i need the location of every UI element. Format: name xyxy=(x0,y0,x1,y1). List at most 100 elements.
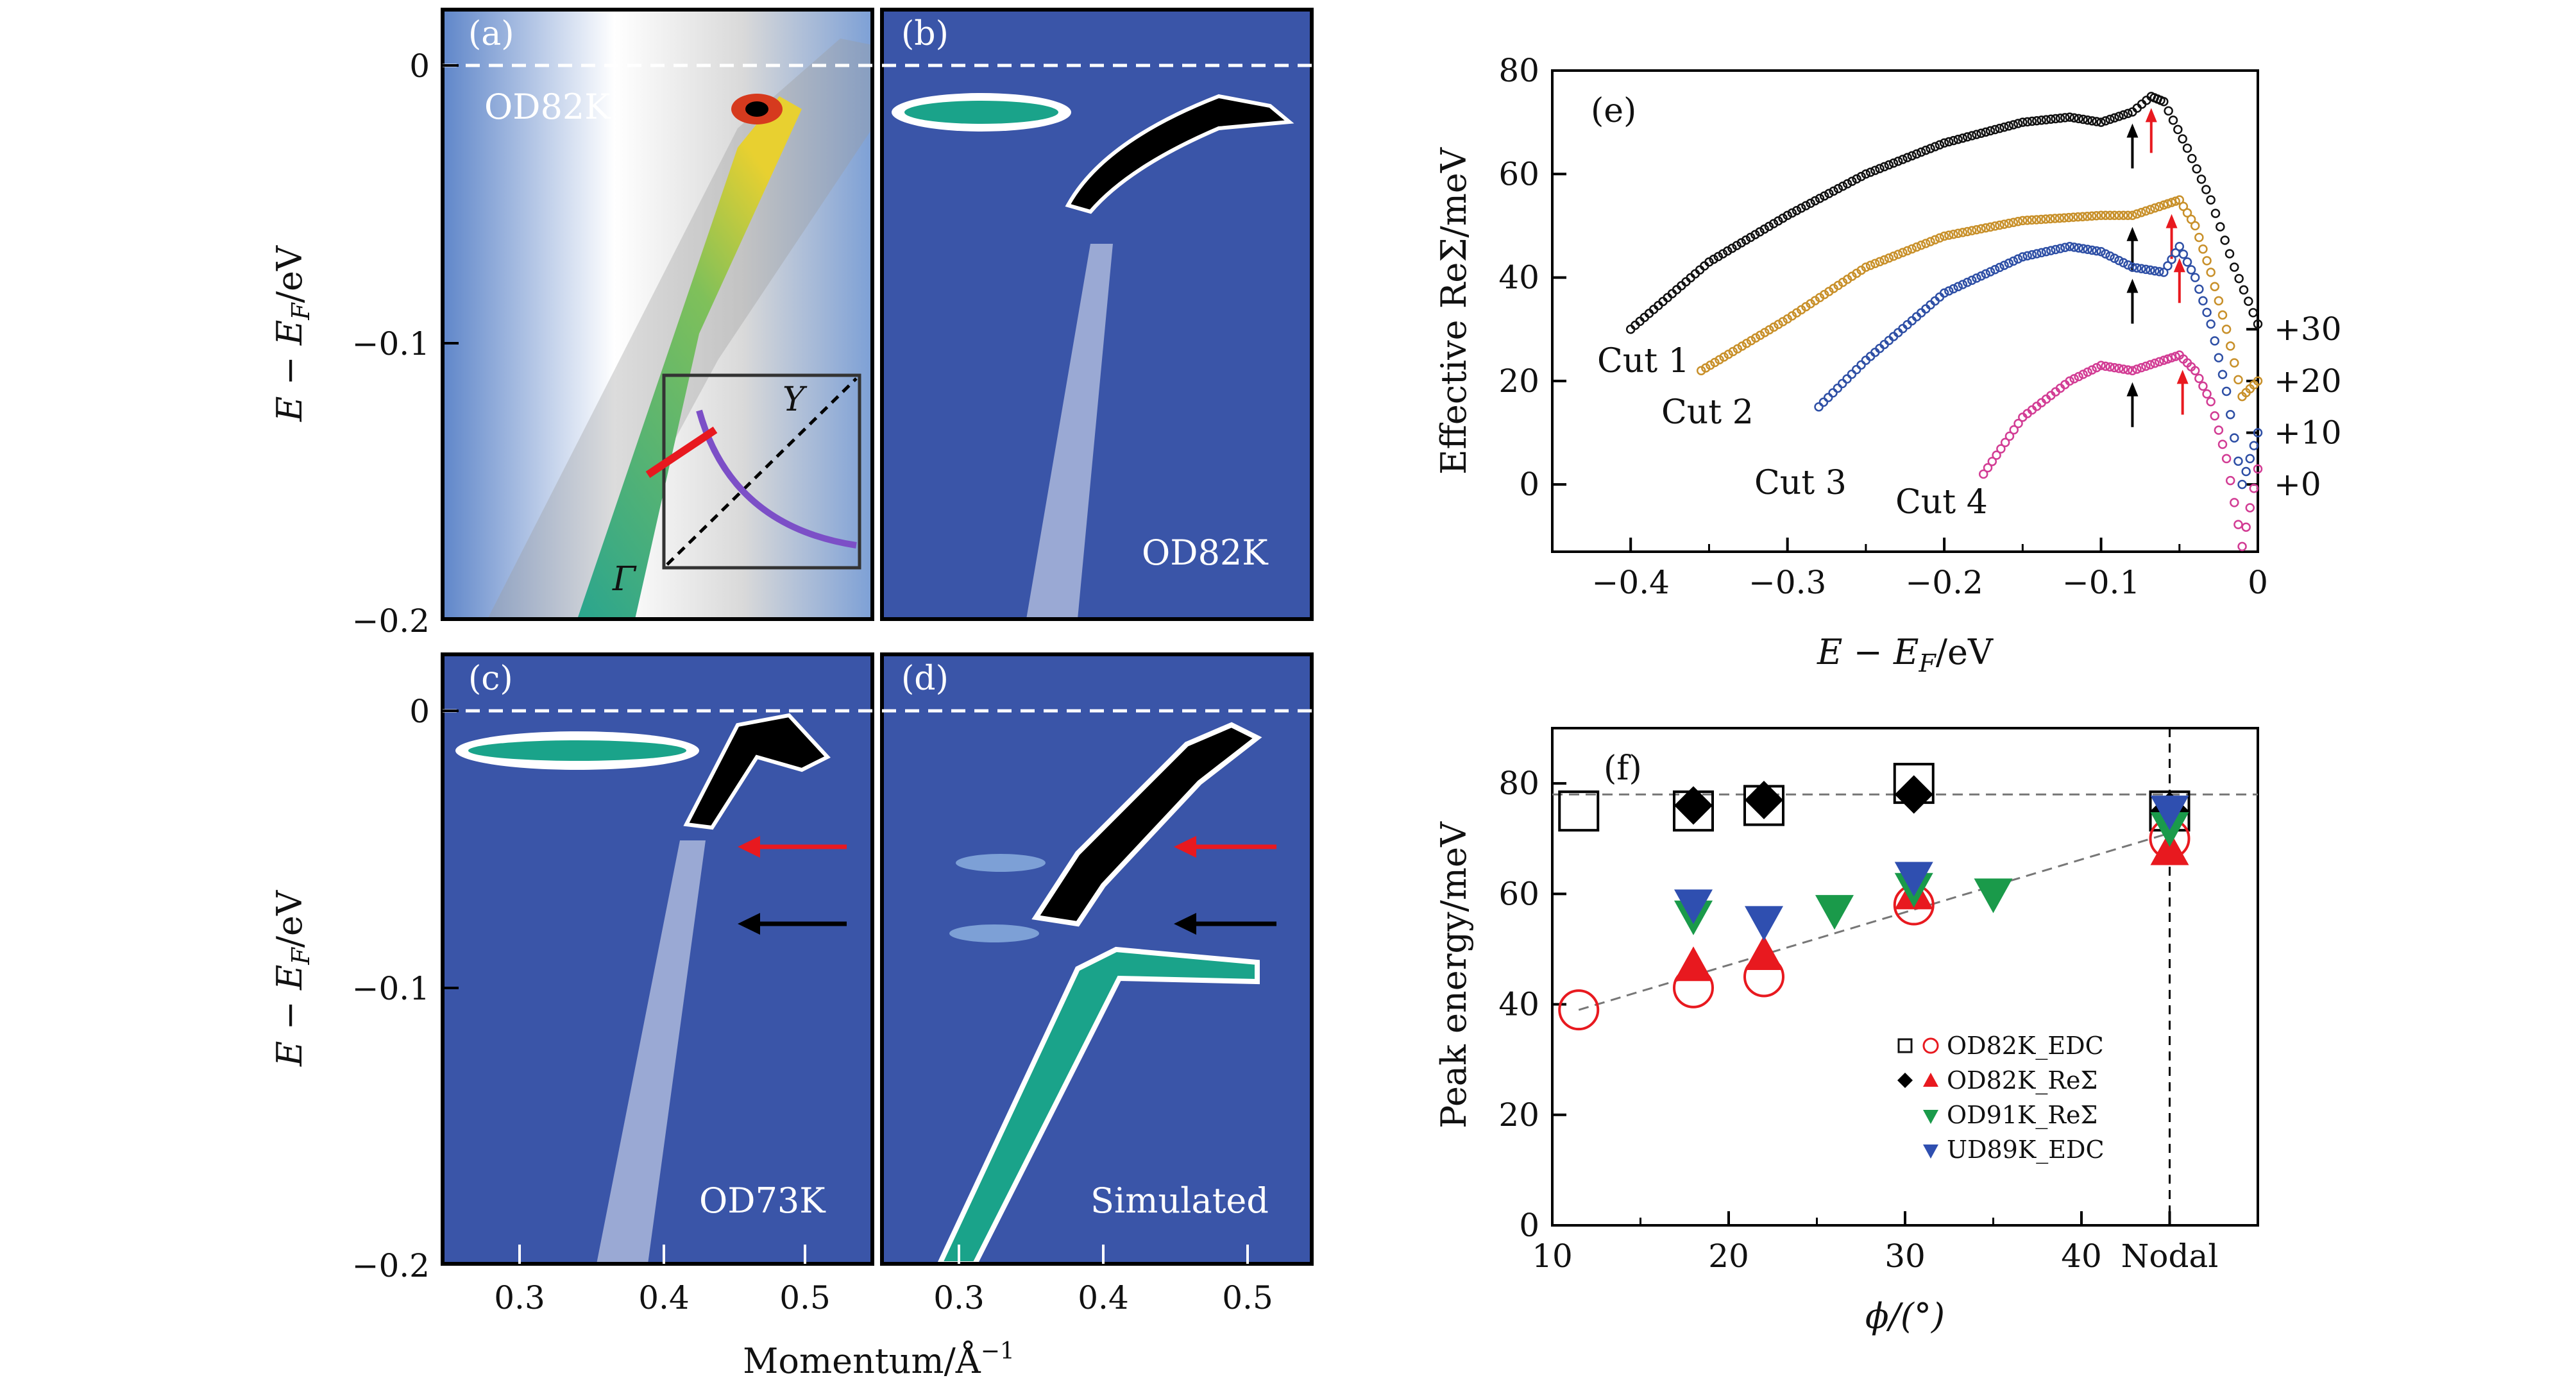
f-y-tick-label: 0 xyxy=(1519,1207,1539,1244)
e-arrow-head xyxy=(2126,123,2139,138)
e-point xyxy=(2132,364,2142,374)
panel-a-tag: (a) xyxy=(468,15,514,53)
e-point xyxy=(1838,182,1848,191)
e-point xyxy=(2233,456,2243,466)
e-point xyxy=(1999,260,2009,270)
e-point xyxy=(2065,241,2074,251)
e-point xyxy=(1856,171,1866,182)
inset-fermi-arc xyxy=(696,409,857,549)
e-point xyxy=(2087,116,2097,126)
e-point xyxy=(2123,210,2133,221)
e-point xyxy=(2073,212,2083,222)
cut1-label: Cut 1 xyxy=(1597,342,1690,380)
panel-c-kink xyxy=(683,713,831,830)
f-point xyxy=(1894,775,1933,814)
e-point xyxy=(1715,355,1724,365)
e-point xyxy=(2225,475,2235,486)
e-point xyxy=(1926,237,1935,246)
e-point xyxy=(2141,361,2151,371)
e-point xyxy=(2092,362,2101,373)
e-point xyxy=(1861,169,1871,179)
legend-circle-icon xyxy=(1922,1037,1939,1054)
panel-f-y-title: Peak energy/meV xyxy=(1434,821,1474,1128)
e-point xyxy=(2065,112,2074,122)
inset-Y-label: Y xyxy=(783,380,808,419)
e-point xyxy=(2032,249,2042,259)
panel-e-y-ticks: 0 20 40 60 80 xyxy=(1498,52,1566,503)
e-point xyxy=(1718,249,1728,259)
e-point xyxy=(2182,143,2192,153)
arpes-y-axis-top: 0 −0.1 −0.2 xyxy=(352,47,459,640)
e-point xyxy=(2159,268,2169,277)
e-offset-label: +0 xyxy=(2274,466,2321,503)
e-point xyxy=(1828,388,1838,398)
e-point xyxy=(2078,244,2088,253)
y-tick-label-0b: 0 xyxy=(409,693,430,730)
e-point xyxy=(2210,336,2220,346)
arpes-y-title-top: E − EF/eV xyxy=(269,245,315,422)
e-point xyxy=(2101,116,2110,126)
e-point xyxy=(1962,132,1972,142)
e-point xyxy=(1911,242,1922,252)
y-tick-label-2b: −0.2 xyxy=(352,1247,430,1284)
e-point xyxy=(2206,396,2216,407)
panel-a: (a) OD82K Y Γ xyxy=(441,8,874,621)
e-point xyxy=(2105,251,2115,261)
e-point xyxy=(2206,268,2216,277)
e-point xyxy=(1787,208,1797,218)
e-point xyxy=(2206,319,2216,329)
e-point xyxy=(2013,119,2023,128)
f-y-tick-label: 60 xyxy=(1498,875,1539,912)
e-point xyxy=(1814,402,1824,412)
e-point xyxy=(2230,433,2239,443)
e-point xyxy=(2220,235,2230,245)
e-series-4 xyxy=(1978,350,2263,552)
e-point xyxy=(1888,251,1899,261)
e-point xyxy=(1818,397,1829,407)
e-point xyxy=(2210,411,2220,421)
e-point xyxy=(1875,257,1885,267)
f-point xyxy=(1745,906,1783,941)
e-point xyxy=(1935,140,1945,149)
e-point xyxy=(2249,483,2259,493)
e-point xyxy=(2022,251,2032,260)
e-point xyxy=(1939,138,1949,148)
e-point xyxy=(2063,212,2074,223)
e-point xyxy=(2167,255,2176,264)
e-point xyxy=(2202,307,2212,318)
e-point xyxy=(1981,223,1991,233)
y-title-top: E − EF/eV xyxy=(269,245,315,422)
e-point xyxy=(2141,206,2151,216)
e-point xyxy=(1995,220,2004,230)
e-point xyxy=(1999,122,2009,132)
e-point xyxy=(2190,273,2200,282)
f-x-tick-label: 40 xyxy=(2061,1238,2102,1275)
black-arrow-head xyxy=(738,913,760,935)
e-point xyxy=(2096,117,2106,127)
e-point xyxy=(1745,232,1756,243)
legend-label-0: OD82K_EDC xyxy=(1947,1032,2104,1060)
e-point xyxy=(2239,285,2249,295)
e-point xyxy=(1833,383,1843,393)
e-point xyxy=(2186,265,2196,275)
e-point xyxy=(1768,219,1779,228)
e-offset-label: +10 xyxy=(2274,414,2342,452)
panel-f-y-ticks: 0 20 40 60 80 xyxy=(1498,765,1566,1244)
e-point xyxy=(2141,264,2151,275)
f-series-0 xyxy=(1558,763,2190,832)
e-point xyxy=(2221,386,2232,396)
f-point xyxy=(1674,889,1713,924)
e-point xyxy=(2194,232,2204,243)
e-point xyxy=(1987,457,1997,466)
e-point xyxy=(2060,243,2070,253)
e-point xyxy=(2150,358,2160,368)
e-point xyxy=(2214,296,2224,306)
e-point xyxy=(1778,317,1788,327)
f-y-tick-label: 40 xyxy=(1498,986,1539,1023)
e-point xyxy=(1958,133,1968,143)
e-point xyxy=(2194,284,2204,294)
e-point xyxy=(2065,376,2074,386)
panel-a-frame xyxy=(441,8,874,621)
y-tick-label-1: −0.1 xyxy=(352,325,430,362)
e-point xyxy=(1893,250,1903,259)
